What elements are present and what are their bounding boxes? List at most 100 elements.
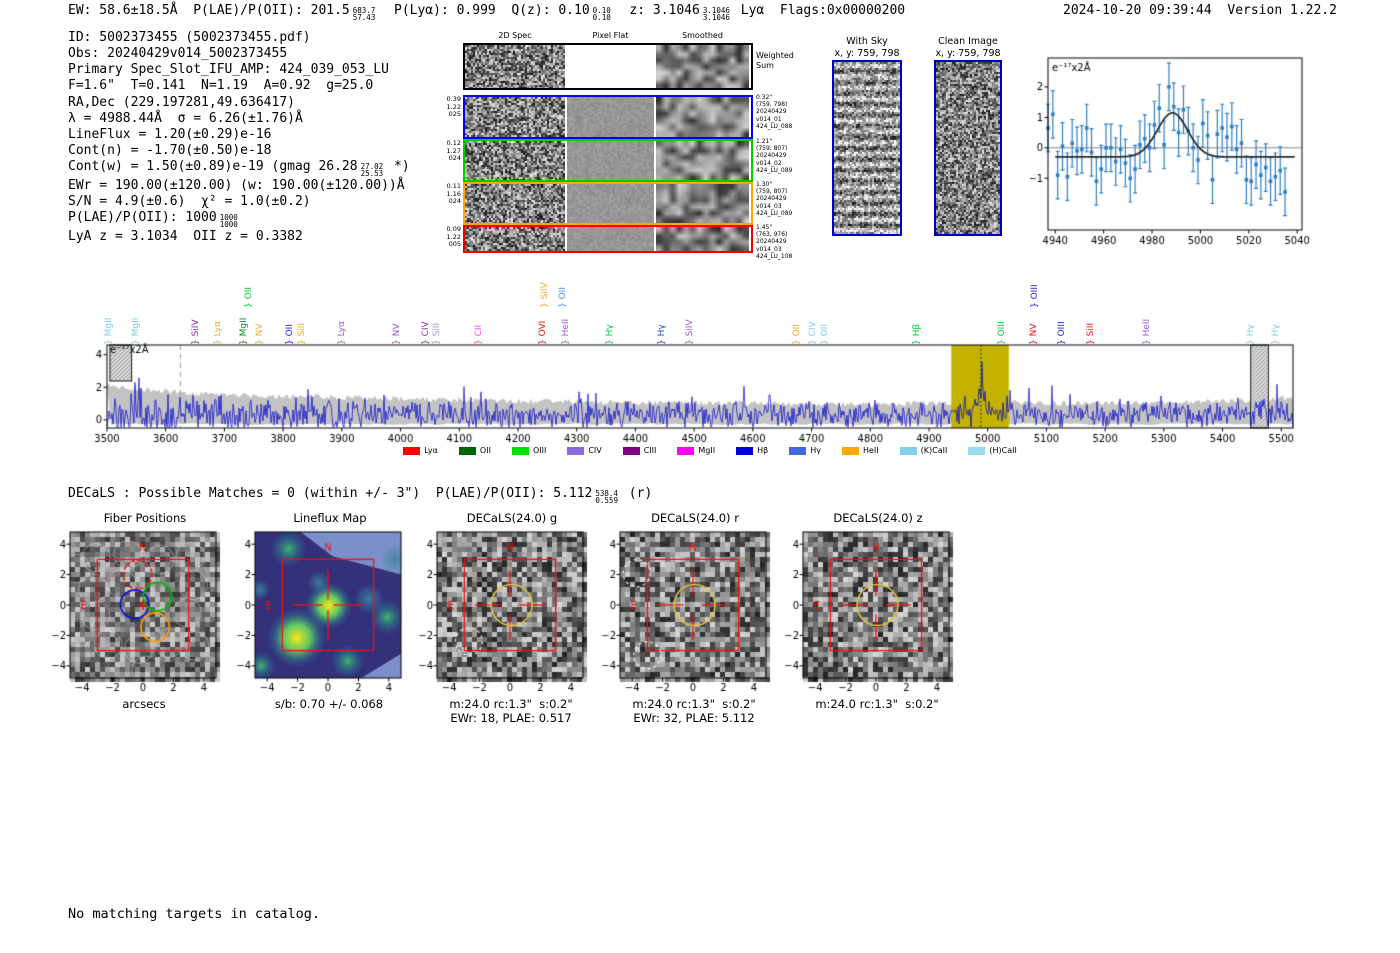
spec2d-image xyxy=(465,184,565,223)
spec2d-image xyxy=(465,45,565,88)
smoothed-image xyxy=(656,184,749,223)
spectral-line-label: } SiII xyxy=(1086,322,1097,345)
info-line: S/N = 4.9(±0.6) χ² = 1.0(±0.2) xyxy=(68,193,311,209)
footer-line: No matching targets in catalog. xyxy=(68,906,320,922)
pixelflat-image xyxy=(567,141,654,180)
footer-notes: No matching targets in catalog. Row inte… xyxy=(68,876,320,953)
cutout-captions: m:24.0 rc:1.3" s:0.2" xyxy=(770,697,984,711)
cutout-image xyxy=(407,528,613,698)
legend-item: (H)CaII xyxy=(968,446,1017,455)
smoothed-image xyxy=(656,45,749,88)
cutout-caption: EWr: 32, PLAE: 5.112 xyxy=(633,711,755,725)
legend-label: OII xyxy=(479,446,491,455)
pixelflat-image xyxy=(567,97,654,137)
spectral-line-label: } NV xyxy=(1028,323,1039,345)
cutout-caption: s/b: 0.70 +/- 0.068 xyxy=(274,697,384,711)
cutout-captions: s/b: 0.70 +/- 0.068 xyxy=(222,697,436,711)
legend-item: HeII xyxy=(841,446,879,455)
spec2d-row-info: 0.32" (759, 798) 20240429 v014_01 424_LU_088 xyxy=(756,94,793,130)
spec2d-row-weights: 0.11 1.16 024 xyxy=(446,182,461,205)
cutout-decals-24-0-g: DECaLS(24.0) g m:24.0 rc:1.3" s:0.2" EWr: … xyxy=(407,508,619,738)
summary-stats-line: EW: 58.6±18.5Å P(LAE)/P(OII): 201.5 683.7… xyxy=(68,3,906,22)
legend-label: (K)CaII xyxy=(920,446,948,455)
info-line: Cont(n) = -1.70(±0.50)e-18 xyxy=(68,143,272,159)
cutout-fiber-positions: Fiber Positions arcsecs xyxy=(40,508,252,738)
full-spectrum-figure: } MgII} MgII} SiIV} Lyα} OII} MgII} NV} … xyxy=(80,265,1340,475)
legend-item: (K)CaII xyxy=(899,446,948,455)
info-line: RA,Dec (229.197281,49.636417) xyxy=(68,94,295,110)
spectral-line-labels: } MgII} MgII} SiIV} Lyα} OII} MgII} NV} … xyxy=(80,265,1340,445)
pixelflat-image xyxy=(567,45,654,88)
line-fit-canvas xyxy=(1030,52,1330,252)
cleanimage-coords: x, y: 759, 798 xyxy=(935,47,1001,59)
spectral-line-label: } OIII xyxy=(997,321,1008,345)
legend-item: CIV xyxy=(567,446,602,455)
spectral-line-label: } Hγ xyxy=(1245,324,1256,345)
timestamp: 2024-10-20 09:39:44 xyxy=(1063,3,1212,18)
spec2d-col-header-2dspec: 2D Spec xyxy=(498,31,532,40)
spectral-line-label: } Hγ xyxy=(605,324,616,345)
spectral-line-label: } Hγ xyxy=(656,324,667,345)
spec2d-col-header-pixelflat: Pixel Flat xyxy=(592,31,629,40)
spec2d-image xyxy=(465,227,565,251)
stacked-fraction: 27.02 25.53 xyxy=(360,161,384,179)
cutout-title: DECaLS(24.0) z xyxy=(833,511,923,525)
legend-item: Lyα xyxy=(403,446,438,455)
legend-label: CIII xyxy=(643,446,657,455)
spectral-line-label: } Hβ xyxy=(912,323,923,345)
legend-label: (H)CaII xyxy=(989,446,1017,455)
spectral-line-label: } Lyα xyxy=(336,320,347,345)
spectral-line-label: } CIV xyxy=(808,321,819,345)
spec2d-row xyxy=(463,139,753,182)
legend-label: MgII xyxy=(698,446,716,455)
detection-info-block: ID: 5002373455 (5002373455.pdf) Obs: 2024… xyxy=(68,30,410,245)
legend-label: HeII xyxy=(862,446,879,455)
legend-item: MgII xyxy=(677,446,715,455)
info-line: EWr = 190.00(±120.00) (w: 190.00(±120.00… xyxy=(68,177,405,193)
cutout-decals-24-0-z: DECaLS(24.0) z m:24.0 rc:1.3" s:0.2" xyxy=(773,508,985,738)
spec2d-row-info: 1.45" (763, 976) 20240429 v014_03 424_LU_108 xyxy=(756,224,793,260)
cutout-caption: m:24.0 rc:1.3" s:0.2" xyxy=(632,697,756,711)
legend-swatch xyxy=(458,446,476,455)
info-line: λ = 4988.44Å σ = 6.26(±1.76)Å xyxy=(68,110,303,126)
spectral-line-label: } SiIV xyxy=(539,282,550,308)
pixelflat-image xyxy=(567,184,654,223)
spectral-line-label: } HeII xyxy=(1141,318,1152,345)
smoothed-image xyxy=(656,227,749,251)
spec2d-row xyxy=(463,182,753,225)
spectral-line-label: } OII xyxy=(820,324,831,345)
legend-item: OII xyxy=(458,446,491,455)
spectral-line-label: } MgII xyxy=(130,317,141,345)
spectral-line-label: } SiII xyxy=(297,322,308,345)
legend-swatch xyxy=(789,446,807,455)
smoothed-image xyxy=(656,141,749,180)
cutout-image xyxy=(773,528,979,698)
pixelflat-image xyxy=(567,227,654,251)
spectral-line-label: } Lyα xyxy=(213,320,224,345)
info-line: Cont(w) = 1.50(±0.89)e-19 (gmag 26.28 27.… xyxy=(68,159,410,179)
cutout-caption: m:24.0 rc:1.3" s:0.2" xyxy=(815,697,939,711)
spectral-line-label: } MgII xyxy=(239,317,250,345)
withsky-title: With Sky xyxy=(846,36,888,47)
spectral-line-label: } HeII xyxy=(561,318,572,345)
spectral-line-label: } SiIV xyxy=(191,319,202,345)
spec2d-row xyxy=(463,95,753,139)
cutout-captions: m:24.0 rc:1.3" s:0.2" EWr: 18, PLAE: 0.51… xyxy=(404,697,618,725)
cutout-title: DECaLS(24.0) r xyxy=(651,511,739,525)
info-line: LineFlux = 1.20(±0.29)e-16 xyxy=(68,126,272,142)
spec2d-image xyxy=(465,97,565,137)
spec2d-row-info: 1.30" (759, 807) 20240429 v014_03 424_LU_089 xyxy=(756,181,793,217)
info-line: F=1.6" T=0.141 N=1.19 A=0.92 g=25.0 xyxy=(68,78,374,94)
cleanimage-title: Clean Image xyxy=(938,36,998,47)
spec2d-row-weights: 0.39 1.22 025 xyxy=(446,95,461,118)
cutout-title: Fiber Positions xyxy=(103,511,187,525)
spectral-line-label: } SiIV xyxy=(685,319,696,345)
info-line: P(LAE)/P(OII): 1000 1000 1000 xyxy=(68,210,238,230)
version-label: Version 1.22.2 xyxy=(1227,3,1337,18)
cutout-title: DECaLS(24.0) g xyxy=(466,511,558,525)
spectral-line-label: } OIII xyxy=(1057,321,1068,345)
cutout-image xyxy=(40,528,246,698)
spectral-line-label: } OII xyxy=(791,324,802,345)
stacked-fraction: 3.1046 3.1046 xyxy=(702,5,730,22)
cleanimage-image xyxy=(934,60,1002,236)
